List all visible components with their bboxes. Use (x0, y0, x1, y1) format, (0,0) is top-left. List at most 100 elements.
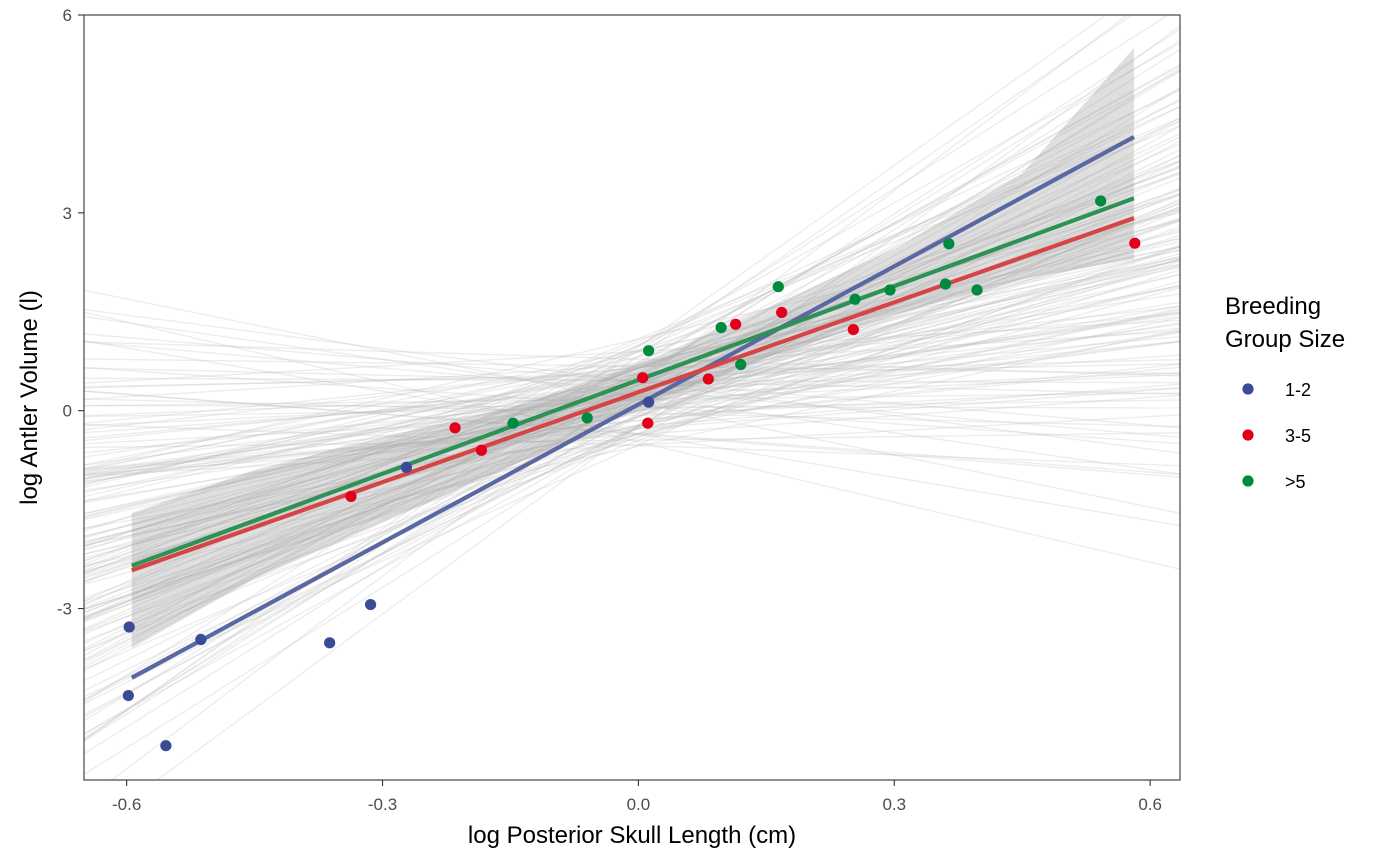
posterior-line (84, 120, 1180, 569)
posterior-line (84, 15, 1108, 742)
posterior-line (84, 226, 1180, 611)
posterior-line (84, 116, 1180, 718)
posterior-line (84, 284, 1180, 515)
x-tick-label: 0.6 (1138, 795, 1162, 814)
posterior-line (84, 330, 1180, 401)
data-point (884, 284, 896, 296)
data-point (345, 490, 357, 503)
data-point (581, 412, 593, 424)
posterior-line (84, 189, 1180, 635)
posterior-line (84, 341, 1180, 482)
posterior-line (84, 432, 1180, 449)
posterior-line (84, 284, 1180, 543)
posterior-line (84, 323, 1180, 474)
posterior-line (84, 273, 1180, 550)
posterior-line (84, 245, 1180, 472)
posterior-line (84, 192, 1180, 548)
posterior-line (84, 87, 1180, 665)
posterior-line (84, 154, 1180, 705)
posterior-line (84, 358, 1180, 389)
posterior-line (84, 312, 1180, 424)
fit-line-12 (130, 135, 1135, 680)
posterior-line (84, 246, 1180, 485)
y-tick-label: 6 (63, 6, 72, 25)
legend-key (1242, 475, 1254, 487)
credible-ribbon (131, 47, 1134, 649)
data-point (943, 238, 955, 250)
posterior-line (84, 307, 1180, 547)
posterior-line (84, 414, 1180, 477)
data-point (1129, 237, 1141, 249)
legend-label: 3-5 (1285, 426, 1311, 446)
posterior-line (84, 240, 1180, 498)
x-tick-label: 0.3 (882, 795, 906, 814)
posterior-line (84, 387, 1180, 471)
data-point (847, 323, 859, 336)
posterior-line (84, 193, 1180, 548)
posterior-line (84, 394, 1180, 476)
posterior-line (84, 273, 1180, 521)
posterior-line (84, 265, 1180, 559)
data-point (939, 278, 952, 290)
posterior-line (84, 98, 1180, 701)
posterior-line (84, 140, 1180, 716)
posterior-line (84, 340, 1180, 454)
legend-title-line-1: Breeding (1225, 293, 1321, 320)
posterior-line (84, 230, 1180, 502)
posterior-line (84, 311, 1180, 570)
posterior-line (84, 390, 1180, 476)
posterior-line (84, 331, 1180, 530)
data-point (160, 740, 172, 752)
x-tick-label: -0.3 (368, 795, 397, 814)
data-point (123, 621, 135, 633)
posterior-line (84, 257, 1180, 470)
posterior-line (84, 99, 1180, 620)
x-axis: -0.6 -0.3 0.0 0.3 0.6 (112, 780, 1162, 814)
posterior-line (84, 383, 1180, 470)
posterior-line (84, 148, 1180, 692)
posterior-line (84, 373, 1180, 427)
posterior-line (84, 319, 1180, 384)
posterior-line (84, 249, 1180, 485)
data-point (400, 461, 413, 474)
posterior-line (84, 70, 1180, 736)
posterior-line (84, 399, 1180, 418)
posterior-line (84, 340, 1180, 475)
posterior-line (84, 220, 1180, 618)
legend-title-line-2: Group Size (1225, 326, 1345, 353)
posterior-line (84, 366, 1180, 476)
posterior-line (156, 25, 1180, 780)
data-point (637, 372, 649, 384)
posterior-line (84, 305, 1180, 431)
posterior-line (84, 125, 1180, 735)
posterior-line (84, 155, 1180, 621)
posterior-line (84, 244, 1180, 642)
posterior-line (84, 210, 1180, 652)
posterior-line (84, 390, 1180, 478)
posterior-line (84, 398, 1180, 428)
y-axis-title: log Antler Volume (l) (16, 290, 43, 505)
data-point (971, 284, 983, 296)
posterior-line (84, 143, 1180, 630)
posterior-line (84, 160, 1180, 701)
posterior-line (110, 15, 1129, 780)
posterior-line (84, 187, 1180, 609)
posterior-line (84, 166, 1180, 575)
posterior-line (84, 341, 1180, 377)
x-axis-title: log Posterior Skull Length (cm) (468, 822, 796, 849)
posterior-line (84, 358, 1180, 375)
data-point (643, 396, 655, 408)
posterior-line (84, 65, 1180, 669)
posterior-line (84, 237, 1180, 545)
posterior-line (84, 63, 1180, 672)
data-point (195, 633, 207, 646)
posterior-line (84, 322, 1180, 502)
data-point (1095, 195, 1107, 207)
posterior-line (84, 301, 1180, 480)
posterior-line (84, 269, 1180, 610)
posterior-line (84, 124, 1180, 572)
posterior-line (84, 117, 1180, 566)
posterior-line (84, 208, 1180, 562)
data-point (715, 321, 727, 334)
posterior-line (84, 173, 1180, 532)
